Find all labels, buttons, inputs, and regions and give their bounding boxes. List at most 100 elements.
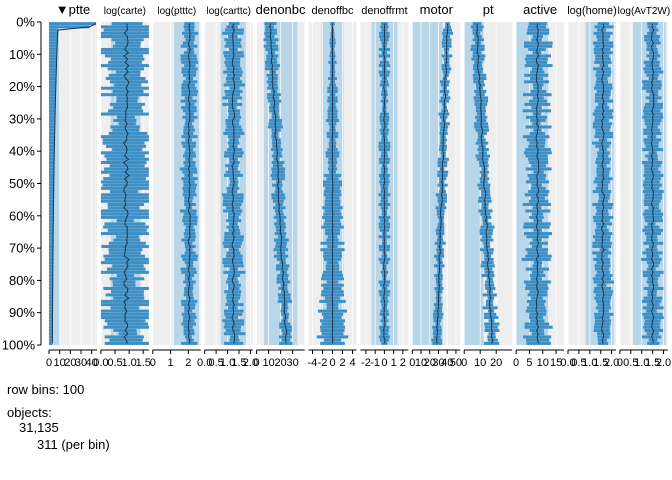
- panel-active-x-tick-label: 5: [526, 357, 532, 369]
- panel-denoffrmt-bar: [378, 144, 391, 148]
- panel-log(ptttc)-median-line: [187, 23, 191, 344]
- panel-ptte-bar: [49, 138, 55, 142]
- panel-log(carte)-bar: [103, 225, 149, 229]
- panel-denoffrmt-bar: [382, 322, 387, 326]
- panel-ptte-bar: [49, 303, 53, 307]
- panel-ptte-bar: [49, 193, 54, 197]
- panel-log(ptttc)-x-tick-label: 0: [150, 357, 156, 369]
- panel-log(home)-x-tick-label: 0.5: [571, 357, 586, 369]
- panel-ptte-bar: [49, 232, 54, 236]
- panel-log(carte)-bar: [100, 180, 149, 184]
- panel-log(carte)-bar: [100, 261, 149, 265]
- panel-log(carte)-bar: [102, 183, 149, 187]
- panel-ptte-bar: [49, 299, 53, 303]
- panel-ptte-bar: [49, 41, 58, 45]
- panel-ptte-bar: [49, 77, 57, 81]
- panel-motor-x-tick-label: 30: [432, 357, 444, 369]
- panel-log(carte)-bar: [103, 28, 149, 32]
- panel-ptte-bar: [49, 261, 53, 265]
- panel-denoffrmt-bar: [379, 312, 390, 316]
- panel-motor-bar: [432, 341, 442, 345]
- panel-denonbc-header: denonbc: [256, 2, 306, 17]
- panel-ptte-bar: [49, 338, 53, 342]
- panel-ptte-bar: [49, 183, 54, 187]
- panel-log(carte)-bar: [100, 186, 149, 190]
- panel-denoffrmt-bar: [380, 93, 388, 97]
- panel-log(ptttc)-bar: [181, 341, 198, 345]
- objects-label: objects:: [7, 405, 52, 420]
- objects-per-bin: 311 (per bin): [37, 437, 110, 452]
- panel-log(home)-x-tick-label: 1.0: [582, 357, 597, 369]
- panel-log(carte)-x-tick-label: 0.5: [107, 357, 122, 369]
- panel-log(home)-x-tick-label: 0.0: [560, 357, 575, 369]
- panel-ptte-bar: [49, 267, 53, 271]
- y-tick-label: 90%: [9, 305, 35, 320]
- y-tick-label: 80%: [9, 273, 35, 288]
- panel-log(carte)-header: log(carte): [104, 6, 146, 17]
- panel-ptte-bar: [49, 248, 54, 252]
- panel-ptte-x-tick-label: 40: [86, 357, 98, 369]
- panel-ptte-bar: [49, 135, 55, 139]
- panel-log(carttc)-bar: [224, 341, 244, 345]
- panel-log(carte)-bar: [103, 286, 149, 290]
- panel-ptte-bar: [49, 325, 53, 329]
- panel-ptte-bar: [49, 312, 53, 316]
- panel-ptte-bar: [49, 119, 55, 123]
- panel-denoffrmt-bar: [379, 128, 390, 132]
- panel-ptte-bar: [49, 51, 57, 55]
- panel-denoffrmt-bar: [380, 261, 389, 265]
- panel-denoffrmt-header: denoffrmt: [361, 5, 407, 17]
- panel-denoffbc-x-tick-label: -4: [308, 357, 318, 369]
- panel-log(carte)-bar: [100, 35, 149, 39]
- panel-ptte-bar: [49, 238, 54, 242]
- panel-ptte-bar: [49, 222, 54, 226]
- panel-denoffrmt-bar: [382, 264, 387, 268]
- row-bins-text: row bins: 100: [7, 382, 85, 397]
- panel-ptte-bar: [49, 251, 53, 255]
- panel-ptte-bar: [49, 102, 56, 106]
- panel-motor-x-tick-label: 50: [450, 357, 462, 369]
- panel-ptte-bar: [49, 202, 54, 207]
- panel-ptte-bar: [49, 199, 54, 203]
- panel-motor-x-tick-label: 10: [415, 357, 427, 369]
- panel-ptte-bar: [49, 170, 54, 174]
- panel-denonbc-x-tick-label: 30: [286, 357, 298, 369]
- panel-pt-median-line: [475, 23, 494, 344]
- panel-log(carte)-x-tick-label: 0.0: [93, 357, 108, 369]
- panel-ptte-bar: [49, 60, 57, 64]
- panel-denoffbc-header: denoffbc: [311, 5, 354, 17]
- panel-log(carte)-bar: [100, 209, 149, 213]
- panel-ptte-bar: [49, 290, 53, 294]
- panel-log(home)-bar: [597, 341, 609, 345]
- panel-ptte-bar: [49, 215, 54, 219]
- panel-motor-x-tick-label: 0: [409, 357, 415, 369]
- y-tick-label: 40%: [9, 144, 35, 159]
- panel-log(AvT2W)-x-tick-label: 1.5: [645, 357, 660, 369]
- panel-ptte-bar: [49, 328, 53, 332]
- panel-ptte-bar: [49, 28, 58, 32]
- panel-ptte-bar: [49, 22, 96, 26]
- panel-denoffrmt-bar: [379, 338, 389, 342]
- panel-log(carte)-bar: [100, 64, 149, 68]
- panel-active-x-tick-label: 15: [550, 357, 562, 369]
- panel-log(home)-header: log(home): [567, 5, 617, 17]
- panel-log(carte)-bar: [100, 270, 149, 274]
- panel-denoffrmt-x-tick-label: -2: [361, 357, 371, 369]
- panel-ptte-bar: [49, 190, 54, 194]
- panel-denoffrmt-bar: [381, 296, 388, 300]
- panel-ptte-bar: [49, 280, 53, 284]
- panel-log(AvT2W)-x-tick-label: 1.0: [634, 357, 649, 369]
- panel-ptte-band: [49, 22, 60, 345]
- panel-ptte-bar: [49, 212, 54, 216]
- panel-denoffrmt-bar: [380, 219, 389, 223]
- panel-ptte-bar: [49, 196, 54, 200]
- panel-ptte-bar: [49, 128, 55, 132]
- panel-pt-band: [464, 22, 484, 345]
- panel-ptte-header: ▼ptte: [56, 2, 91, 17]
- panel-ptte-bar: [49, 283, 53, 287]
- panel-ptte-bar: [49, 35, 58, 39]
- panel-ptte-bar: [49, 322, 53, 326]
- panel-ptte-bar: [49, 296, 53, 300]
- panel-ptte-bar: [49, 131, 55, 135]
- panel-denoffrmt-bar: [381, 164, 387, 168]
